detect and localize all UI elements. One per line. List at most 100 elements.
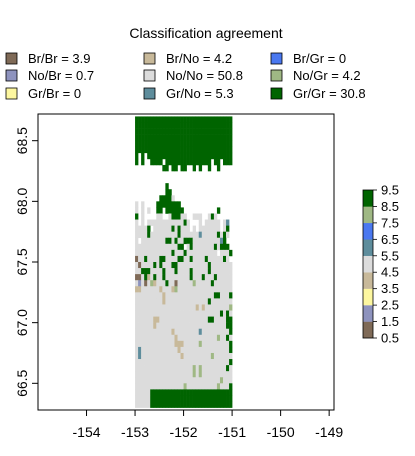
raster-cell [156, 286, 160, 293]
raster-cell [183, 158, 187, 166]
raster-cell [186, 334, 190, 342]
colorbar-segment [363, 255, 373, 273]
raster-cell [159, 371, 163, 378]
raster-cell [174, 340, 178, 348]
raster-cell [150, 140, 154, 148]
raster-cell [135, 207, 139, 214]
raster-cell [153, 231, 157, 239]
raster-cell [171, 243, 175, 251]
raster-cell [156, 231, 160, 239]
raster-cell [171, 274, 175, 281]
raster-cell [156, 122, 160, 129]
raster-cell [216, 340, 221, 348]
raster-cell [210, 401, 215, 408]
raster-cell [141, 389, 145, 396]
raster-cell [162, 365, 166, 372]
raster-cell [210, 286, 215, 293]
raster-cell [156, 310, 160, 317]
y-tick-label: 68.5 [14, 127, 30, 154]
raster-cell [174, 140, 178, 148]
raster-cell [186, 310, 190, 317]
raster-cell [144, 389, 148, 396]
raster-cell [150, 310, 154, 317]
raster-cell [216, 292, 221, 299]
raster-cell [138, 334, 142, 342]
raster-cell [207, 365, 212, 372]
raster-cell [201, 340, 206, 348]
raster-cell [177, 262, 181, 269]
raster-cell [183, 389, 187, 396]
raster-cell [174, 304, 178, 311]
y-tick-label: 68.0 [14, 188, 30, 215]
raster-cell [135, 231, 139, 239]
raster-cell [183, 231, 187, 239]
raster-cell [168, 134, 172, 141]
raster-cell [159, 383, 163, 390]
raster-cell [207, 395, 212, 402]
raster-cell [183, 346, 187, 354]
raster-cell [162, 371, 166, 378]
raster-cell [153, 298, 157, 305]
raster-cell [223, 304, 227, 311]
raster-cell [219, 243, 224, 251]
raster-cell [150, 122, 154, 129]
x-axis: -154 -153 -152 -151 -150 -149 [73, 410, 343, 440]
raster-cell [192, 395, 196, 402]
raster-cell [144, 274, 148, 281]
raster-cell [223, 237, 227, 245]
raster-cell [192, 140, 196, 148]
raster-cell [189, 346, 193, 354]
raster-cell [195, 304, 200, 311]
raster-cell [177, 116, 181, 123]
raster-cell [180, 225, 184, 232]
raster-cell [156, 213, 160, 220]
raster-cell [189, 401, 193, 408]
raster-cell [165, 328, 169, 336]
raster-cell [207, 371, 212, 378]
raster-cell [141, 225, 145, 232]
raster-cell [226, 389, 230, 396]
raster-cell [229, 249, 233, 257]
raster-cell [177, 152, 181, 160]
legend-label: No/Gr = 4.2 [293, 68, 361, 83]
x-tick-label: -150 [267, 424, 295, 440]
raster-cell [195, 401, 200, 408]
raster-cell [213, 152, 218, 160]
raster-cell [192, 268, 196, 275]
raster-cell [141, 377, 145, 384]
raster-cell [229, 304, 233, 311]
raster-cell [192, 322, 196, 330]
raster-cell [219, 304, 224, 311]
raster-cell [141, 116, 145, 123]
raster-cell [213, 146, 218, 154]
raster-cell [141, 316, 145, 323]
raster-cell [192, 158, 196, 166]
raster-cell [153, 359, 157, 366]
raster-cell [171, 352, 175, 360]
raster-cell [174, 243, 178, 251]
raster-cell [229, 146, 233, 154]
raster-cell [177, 219, 181, 226]
raster-cell [183, 310, 187, 317]
raster-cell [159, 158, 163, 166]
raster-cell [144, 243, 148, 251]
raster-cell [207, 243, 212, 251]
raster-cell [226, 359, 230, 366]
raster-cell [229, 377, 233, 384]
raster-cell [138, 359, 142, 366]
raster-cell [195, 365, 200, 372]
raster-cell [165, 316, 169, 323]
raster-cell [226, 352, 230, 360]
raster-cell [135, 389, 139, 396]
raster-cell [162, 352, 166, 360]
raster-cell [223, 274, 227, 281]
raster-cell [144, 371, 148, 378]
raster-cell [171, 365, 175, 372]
raster-cell [165, 334, 169, 342]
raster-cell [156, 371, 160, 378]
raster-cell [150, 280, 154, 287]
raster-cell [201, 298, 206, 305]
raster-cell [171, 371, 175, 378]
raster-cell [216, 352, 221, 360]
raster-cell [147, 286, 151, 293]
